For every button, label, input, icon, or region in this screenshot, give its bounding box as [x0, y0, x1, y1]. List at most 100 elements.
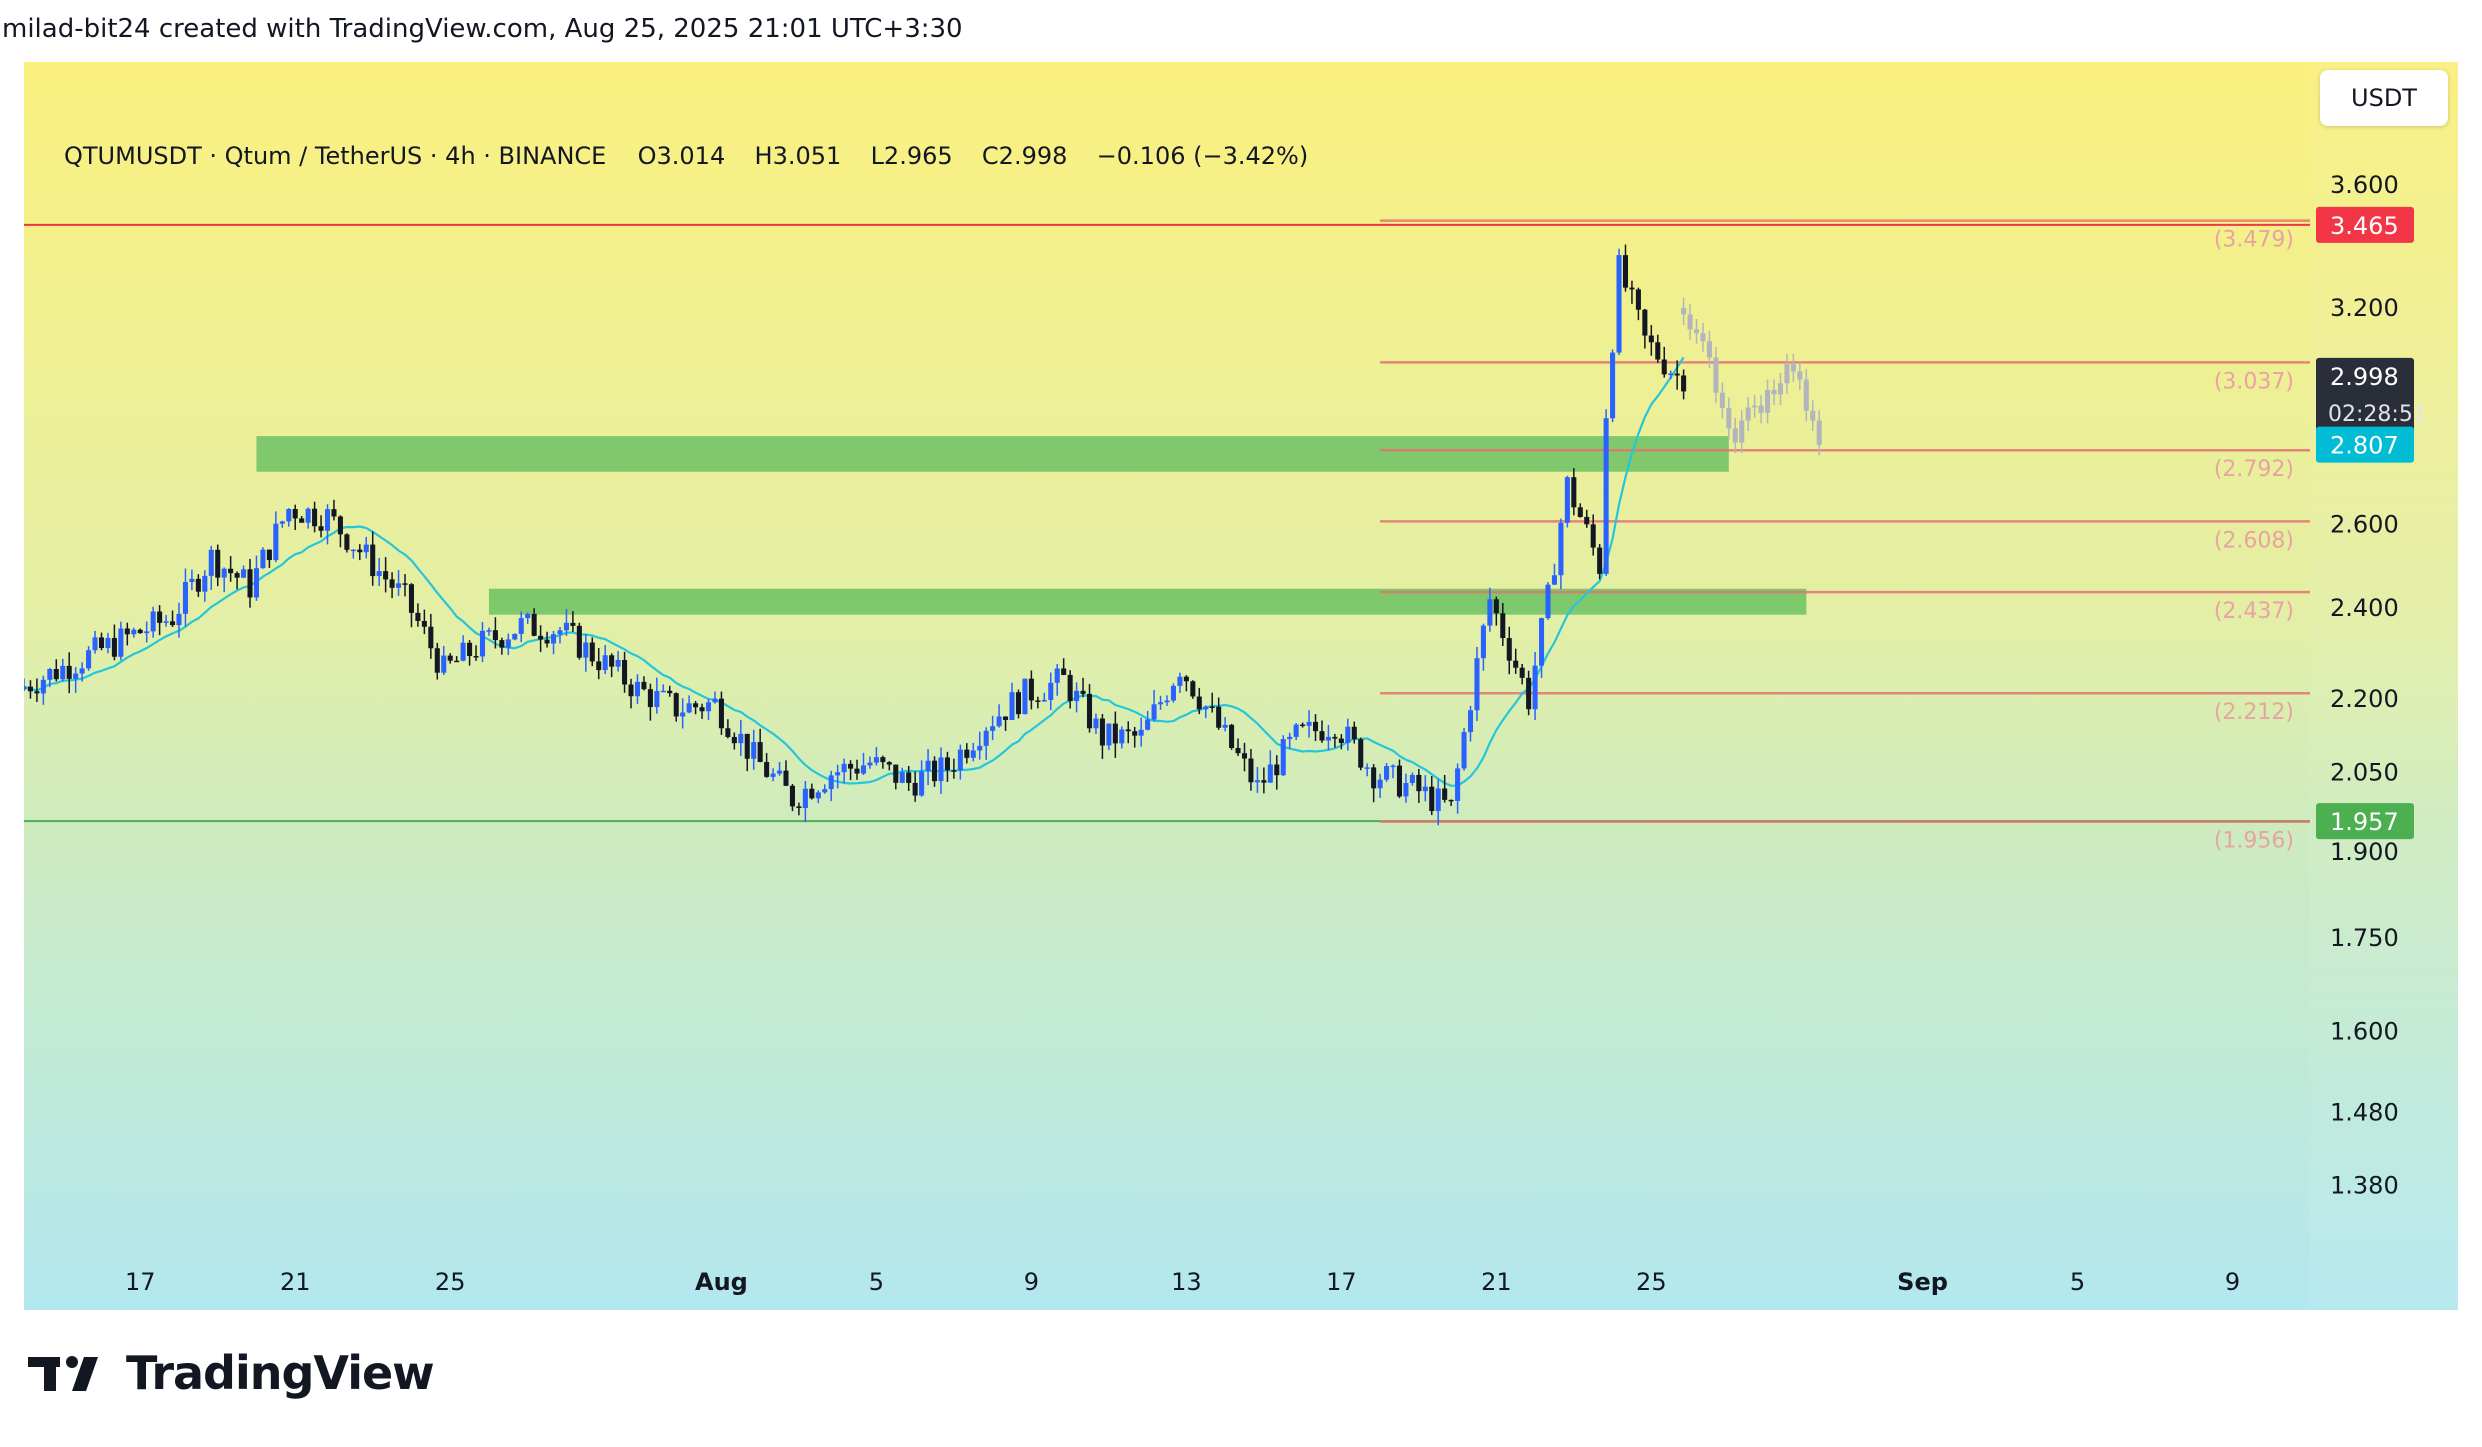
candle-body: [286, 508, 292, 522]
candle-body: [654, 691, 660, 708]
fib-level-label: (3.479): [2214, 228, 2294, 253]
candle-body: [899, 772, 905, 783]
candle: [389, 572, 395, 599]
candle: [208, 545, 214, 590]
candle: [1222, 717, 1228, 732]
candle-body: [40, 679, 46, 694]
candle-body: [137, 629, 143, 634]
candle: [1597, 543, 1603, 580]
candle: [970, 742, 976, 762]
candle-body: [1409, 774, 1415, 783]
y-tick-label: 2.050: [2330, 759, 2399, 787]
candle-body: [557, 630, 563, 635]
candle-body: [318, 526, 324, 531]
projected-candle-body: [1745, 407, 1751, 421]
candle-body: [1261, 780, 1267, 783]
candle: [1106, 723, 1112, 751]
candle: [1009, 682, 1015, 721]
price-badge-value: 3.465: [2330, 212, 2399, 240]
candle-body: [1551, 575, 1557, 585]
candle-body: [1597, 547, 1603, 574]
candle: [1177, 672, 1183, 694]
candle: [764, 753, 770, 778]
candle-body: [396, 583, 402, 588]
candle: [279, 520, 285, 528]
candle-body: [970, 750, 976, 758]
x-tick-label: 9: [1024, 1268, 1039, 1296]
candle: [182, 568, 188, 627]
candle-body: [1145, 719, 1151, 730]
candle: [576, 622, 582, 660]
candle: [1325, 725, 1331, 751]
candle-body: [1280, 739, 1286, 776]
candle: [131, 627, 137, 638]
candle-body: [176, 613, 182, 626]
candle: [1409, 772, 1415, 786]
candle: [1319, 720, 1325, 743]
candle: [919, 760, 925, 797]
candle-body: [712, 698, 718, 703]
candle-body: [331, 509, 337, 517]
candle-body: [454, 660, 460, 663]
candle-body: [570, 622, 576, 626]
candle: [189, 569, 195, 591]
candle-body: [1093, 718, 1099, 729]
candle: [789, 784, 795, 812]
candle: [996, 704, 1002, 728]
candle: [944, 751, 950, 782]
candle-body: [1332, 736, 1338, 739]
candle: [1403, 773, 1409, 803]
candle-body: [363, 544, 369, 553]
x-tick-label: Aug: [695, 1268, 748, 1296]
candle: [27, 680, 33, 699]
candle-body: [757, 742, 763, 762]
candle-body: [1474, 658, 1480, 711]
candle: [1364, 763, 1370, 777]
candle: [1345, 718, 1351, 751]
candle: [1674, 360, 1680, 390]
candle-body: [505, 639, 511, 648]
candle-body: [215, 549, 221, 578]
candle: [634, 674, 641, 704]
candle-body: [441, 655, 447, 673]
candle: [680, 698, 686, 729]
candle: [783, 760, 789, 786]
candle-body: [550, 634, 557, 644]
candle-body: [1506, 638, 1512, 661]
chart-area[interactable]: (3.479) (3.037) (2.792) (2.608) (2.437) (2.21…: [24, 62, 2458, 1310]
candle: [550, 630, 557, 655]
tradingview-brand[interactable]: TradingView: [26, 1346, 435, 1400]
candle-body: [53, 669, 59, 680]
chart-credit-text: milad-bit24 created with TradingView.com…: [2, 14, 963, 44]
candle: [699, 703, 705, 719]
price-chart[interactable]: (3.479) (3.037) (2.792) (2.608) (2.437) (2.21…: [24, 62, 2458, 1310]
candle-body: [563, 622, 569, 631]
currency-button[interactable]: USDT: [2320, 70, 2448, 126]
candle: [660, 684, 666, 693]
candle: [731, 732, 737, 750]
candle-body: [673, 693, 679, 717]
legend-open: O3.014: [637, 142, 726, 170]
candle-body: [1668, 373, 1674, 376]
legend-symbol[interactable]: QTUMUSDT · Qtum / TetherUS · 4h · BINANC…: [64, 142, 607, 170]
candle: [1390, 764, 1396, 779]
candle: [1487, 587, 1493, 632]
candle-body: [312, 508, 318, 527]
support-zone-1: [256, 436, 1729, 472]
candle-body: [770, 773, 776, 777]
projected-candle-body: [1739, 420, 1745, 443]
candle: [1668, 370, 1674, 380]
candle: [899, 767, 905, 784]
projected-candle: [1719, 382, 1725, 419]
projected-candle: [1771, 379, 1777, 405]
candle: [796, 802, 802, 816]
candle-body: [234, 573, 240, 578]
candle: [40, 675, 46, 705]
candle: [538, 625, 544, 653]
candle-body: [602, 655, 608, 671]
candle: [1300, 722, 1306, 728]
candle: [1526, 670, 1532, 716]
projected-candle-body: [1732, 428, 1738, 443]
candle: [34, 678, 40, 703]
candle-body: [751, 742, 757, 759]
